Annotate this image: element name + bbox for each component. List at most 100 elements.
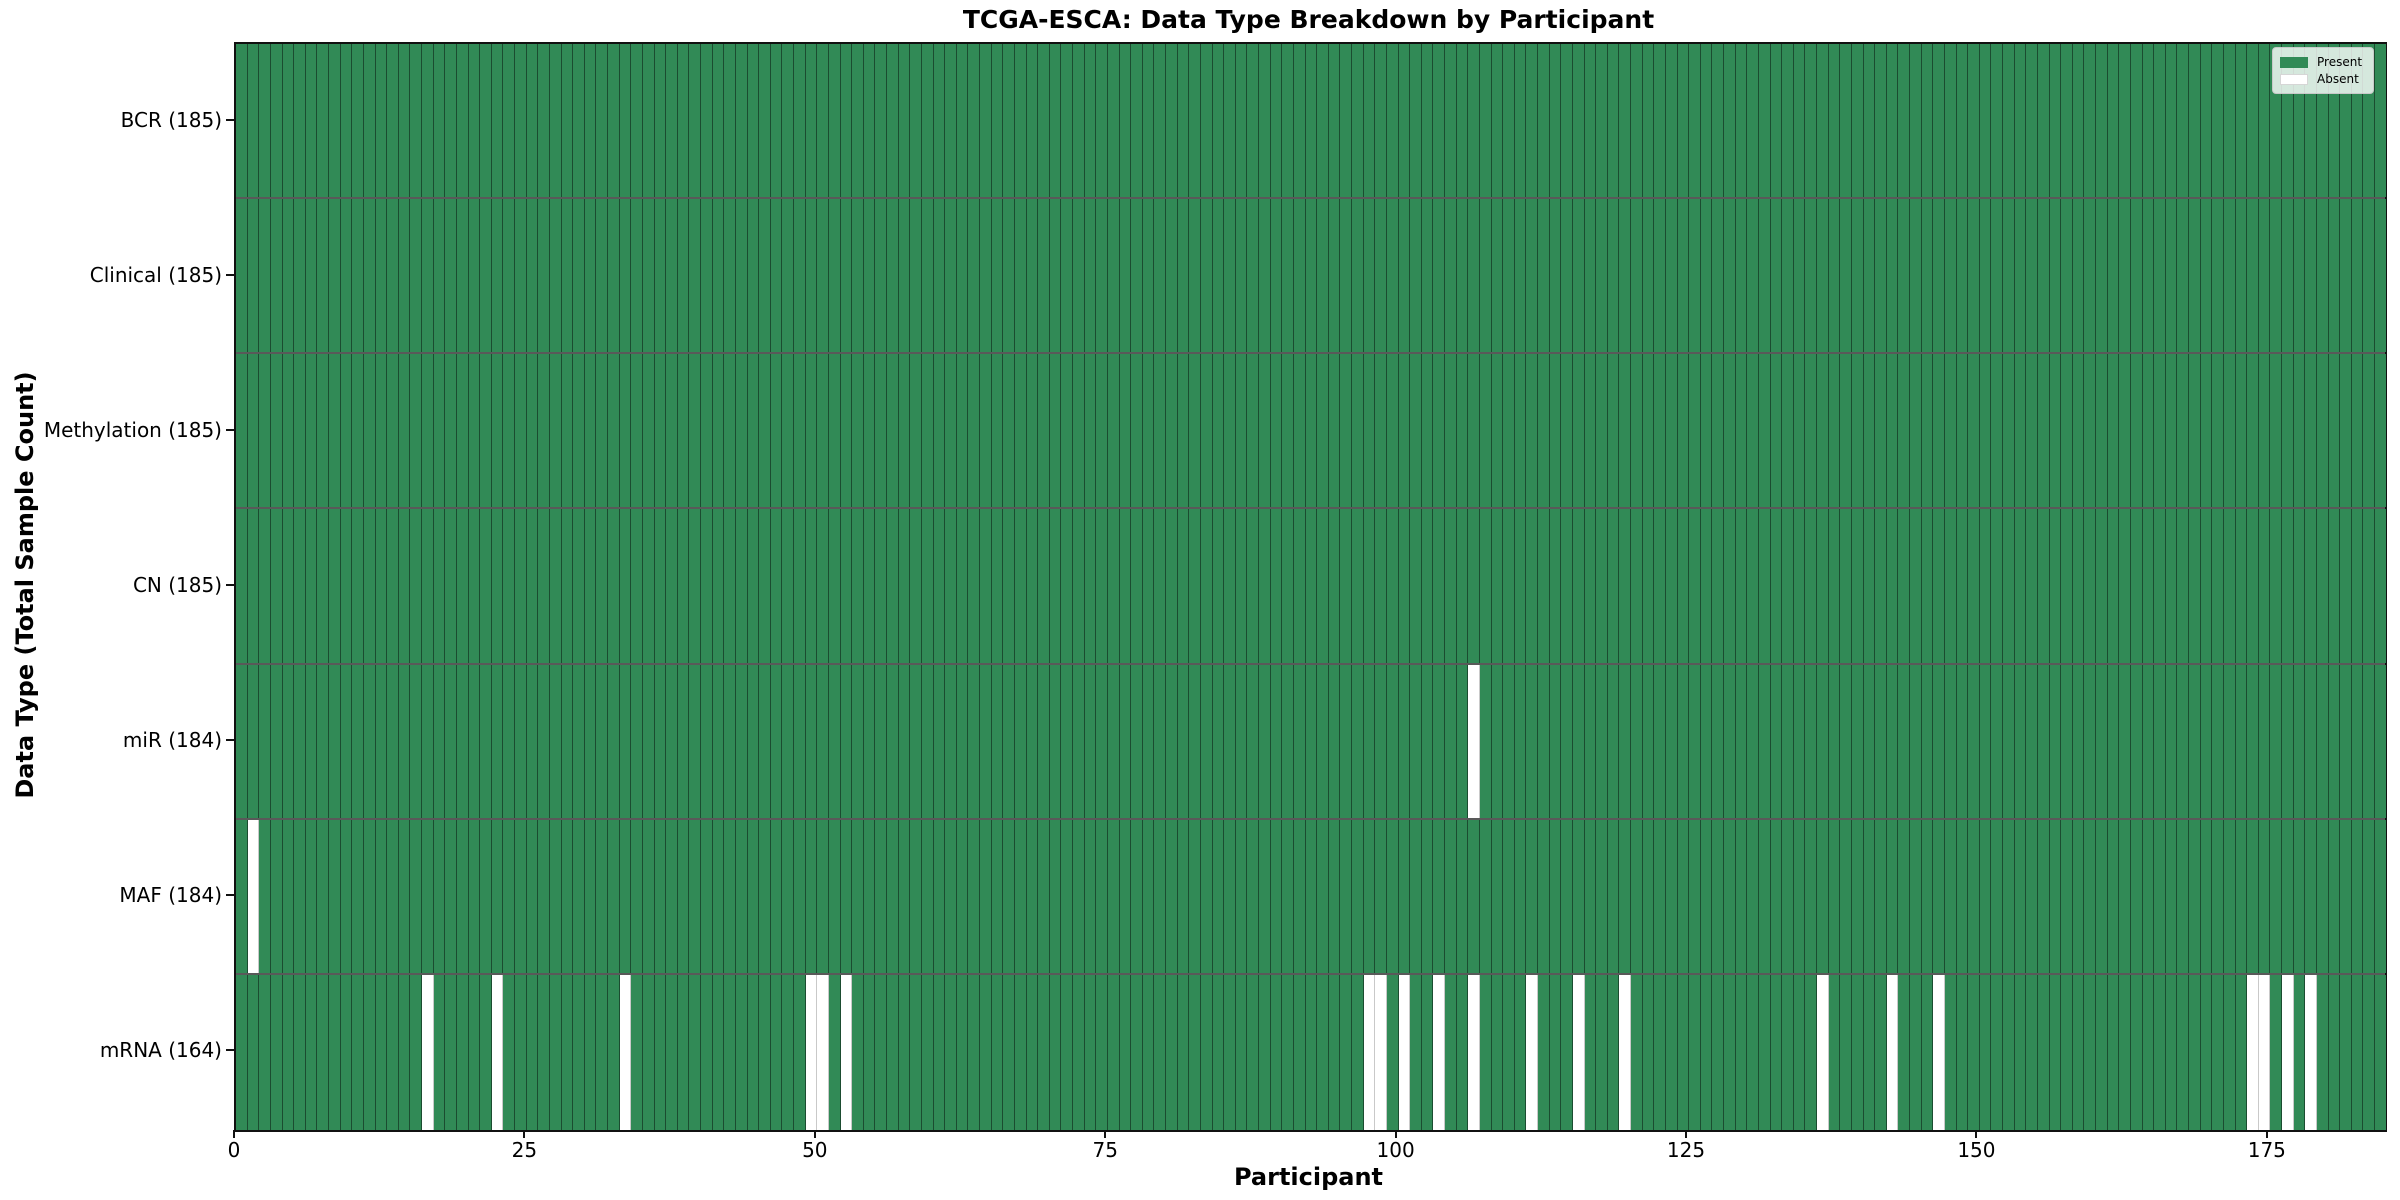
- heatmap-cell: [236, 354, 248, 508]
- heatmap-cell: [1735, 664, 1748, 818]
- heatmap-cell: [782, 44, 794, 198]
- heatmap-cell: [387, 354, 399, 508]
- x-tick-label: 0: [227, 1138, 241, 1162]
- heatmap-cell: [340, 44, 353, 198]
- heatmap-cell: [1747, 509, 1759, 663]
- heatmap-cell: [794, 199, 806, 353]
- heatmap-cell: [1572, 44, 1585, 198]
- heatmap-cell: [875, 974, 887, 1130]
- heatmap-cell: [1782, 199, 1794, 353]
- heatmap-cell: [712, 44, 725, 198]
- x-tick-mark: [1104, 1130, 1107, 1138]
- heatmap-cell: [945, 974, 957, 1130]
- heatmap-cell: [1014, 819, 1027, 973]
- heatmap-cell: [1758, 664, 1771, 818]
- heatmap-cell: [921, 199, 934, 353]
- heatmap-cell: [1084, 974, 1097, 1130]
- heatmap-cell: [2119, 819, 2131, 973]
- heatmap-cell: [1386, 509, 1399, 663]
- heatmap-cell: [549, 354, 562, 508]
- heatmap-cell: [2235, 44, 2248, 198]
- x-tick-label: 175: [2247, 1138, 2286, 1162]
- heatmap-cell: [270, 664, 283, 818]
- heatmap-cell: [1096, 509, 1108, 663]
- heatmap-cell: [956, 354, 969, 508]
- heatmap-cell: [1096, 974, 1108, 1130]
- legend-label-absent: Absent: [2317, 72, 2359, 86]
- heatmap-cell: [236, 974, 248, 1130]
- heatmap-cell: [1363, 199, 1376, 353]
- heatmap-cell: [898, 354, 911, 508]
- heatmap-cell: [2049, 354, 2062, 508]
- heatmap-cell: [2247, 509, 2259, 663]
- heatmap-cell: [2142, 819, 2155, 973]
- heatmap-cell: [1851, 509, 1864, 663]
- heatmap-cell: [1061, 199, 1073, 353]
- heatmap-cell: [2375, 199, 2386, 353]
- heatmap-cell: [1363, 664, 1376, 818]
- heatmap-cell: [2235, 509, 2248, 663]
- heatmap-cell: [1305, 974, 1318, 1130]
- heatmap-cell: [1386, 354, 1399, 508]
- heatmap-cell: [2293, 509, 2306, 663]
- heatmap-cell: [2340, 509, 2352, 663]
- heatmap-cell: [2212, 354, 2224, 508]
- heatmap-cell: [1619, 974, 1631, 1130]
- heatmap-cell: [410, 974, 422, 1130]
- heatmap-cell: [1142, 664, 1155, 818]
- heatmap-cell: [1317, 44, 1329, 198]
- heatmap-cell: [2212, 199, 2224, 353]
- heatmap-cell: [1061, 819, 1073, 973]
- heatmap-cell: [805, 819, 818, 973]
- heatmap-cell: [1793, 44, 1806, 198]
- heatmap-cell: [1910, 44, 1922, 198]
- heatmap-cell: [1642, 199, 1655, 353]
- heatmap-cell: [1677, 44, 1690, 198]
- heatmap-cell: [294, 974, 306, 1130]
- heatmap-cell: [1445, 819, 1457, 973]
- heatmap-cell: [1514, 199, 1527, 353]
- heatmap-cell: [1596, 819, 1608, 973]
- heatmap-cell: [2200, 974, 2213, 1130]
- heatmap-cell: [689, 354, 701, 508]
- heatmap-cell: [980, 44, 992, 198]
- heatmap-cell: [1689, 509, 1701, 663]
- heatmap-cell: [503, 664, 515, 818]
- heatmap-cell: [1910, 974, 1922, 1130]
- heatmap-cell: [1003, 974, 1015, 1130]
- heatmap-cell: [468, 354, 481, 508]
- heatmap-cell: [863, 974, 876, 1130]
- heatmap-cell: [794, 354, 806, 508]
- heatmap-cell: [735, 354, 748, 508]
- heatmap-cell: [2340, 199, 2352, 353]
- heatmap-cell: [1084, 664, 1097, 818]
- heatmap-cell: [1375, 354, 1387, 508]
- heatmap-cell: [584, 819, 597, 973]
- heatmap-cell: [1851, 354, 1864, 508]
- heatmap-cell: [503, 974, 515, 1130]
- heatmap-cell: [259, 664, 271, 818]
- heatmap-cell: [2119, 199, 2131, 353]
- heatmap-cell: [387, 664, 399, 818]
- heatmap-cell: [782, 974, 794, 1130]
- heatmap-cell: [2363, 44, 2375, 198]
- heatmap-cell: [1235, 664, 1248, 818]
- heatmap-cell: [2037, 974, 2050, 1130]
- heatmap-cell: [1642, 664, 1655, 818]
- heatmap-cell: [305, 974, 318, 1130]
- heatmap-cell: [1049, 354, 1062, 508]
- heatmap-cell: [2375, 664, 2386, 818]
- heatmap-cell: [980, 664, 992, 818]
- heatmap-cell: [549, 819, 562, 973]
- heatmap-cell: [794, 44, 806, 198]
- heatmap-cell: [515, 974, 527, 1130]
- heatmap-cell: [910, 199, 922, 353]
- heatmap-cell: [2316, 819, 2329, 973]
- heatmap-cell: [828, 819, 841, 973]
- heatmap-cell: [2282, 664, 2294, 818]
- heatmap-cell: [2258, 44, 2271, 198]
- heatmap-cell: [2340, 974, 2352, 1130]
- heatmap-cell: [863, 509, 876, 663]
- heatmap-cell: [305, 819, 318, 973]
- heatmap-cell: [2049, 509, 2062, 663]
